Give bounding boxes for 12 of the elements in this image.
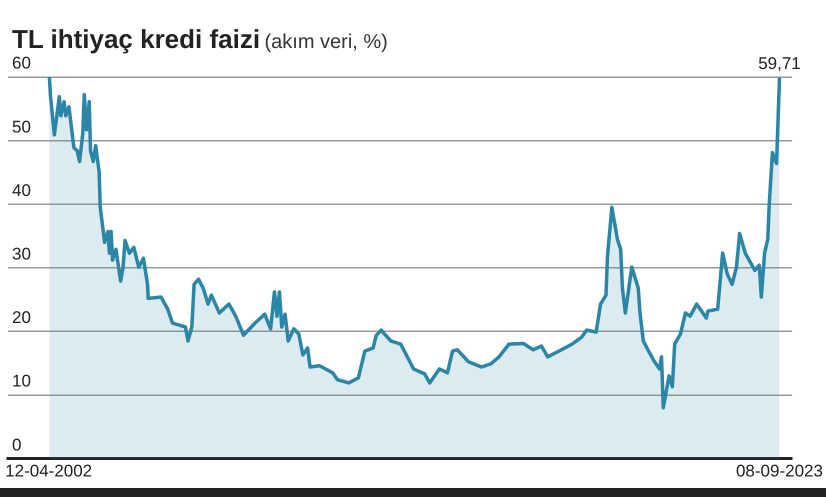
chart-subtitle: (akım veri, %): [264, 31, 388, 53]
y-tick-label: 60: [12, 54, 31, 73]
x-tick-label: 08-09-2023: [736, 461, 823, 480]
y-tick-label: 50: [12, 117, 31, 136]
chart-title: TL ihtiyaç kredi faizi: [12, 24, 260, 54]
y-tick-label: 10: [12, 372, 31, 391]
y-tick-label: 40: [12, 180, 31, 200]
y-tick-label: 30: [12, 244, 31, 264]
x-tick-label: 12-04-2002: [5, 461, 92, 480]
annotation: 59,71: [758, 54, 801, 74]
y-tick-label: 0: [12, 435, 22, 454]
y-tick-label: 20: [12, 308, 31, 328]
